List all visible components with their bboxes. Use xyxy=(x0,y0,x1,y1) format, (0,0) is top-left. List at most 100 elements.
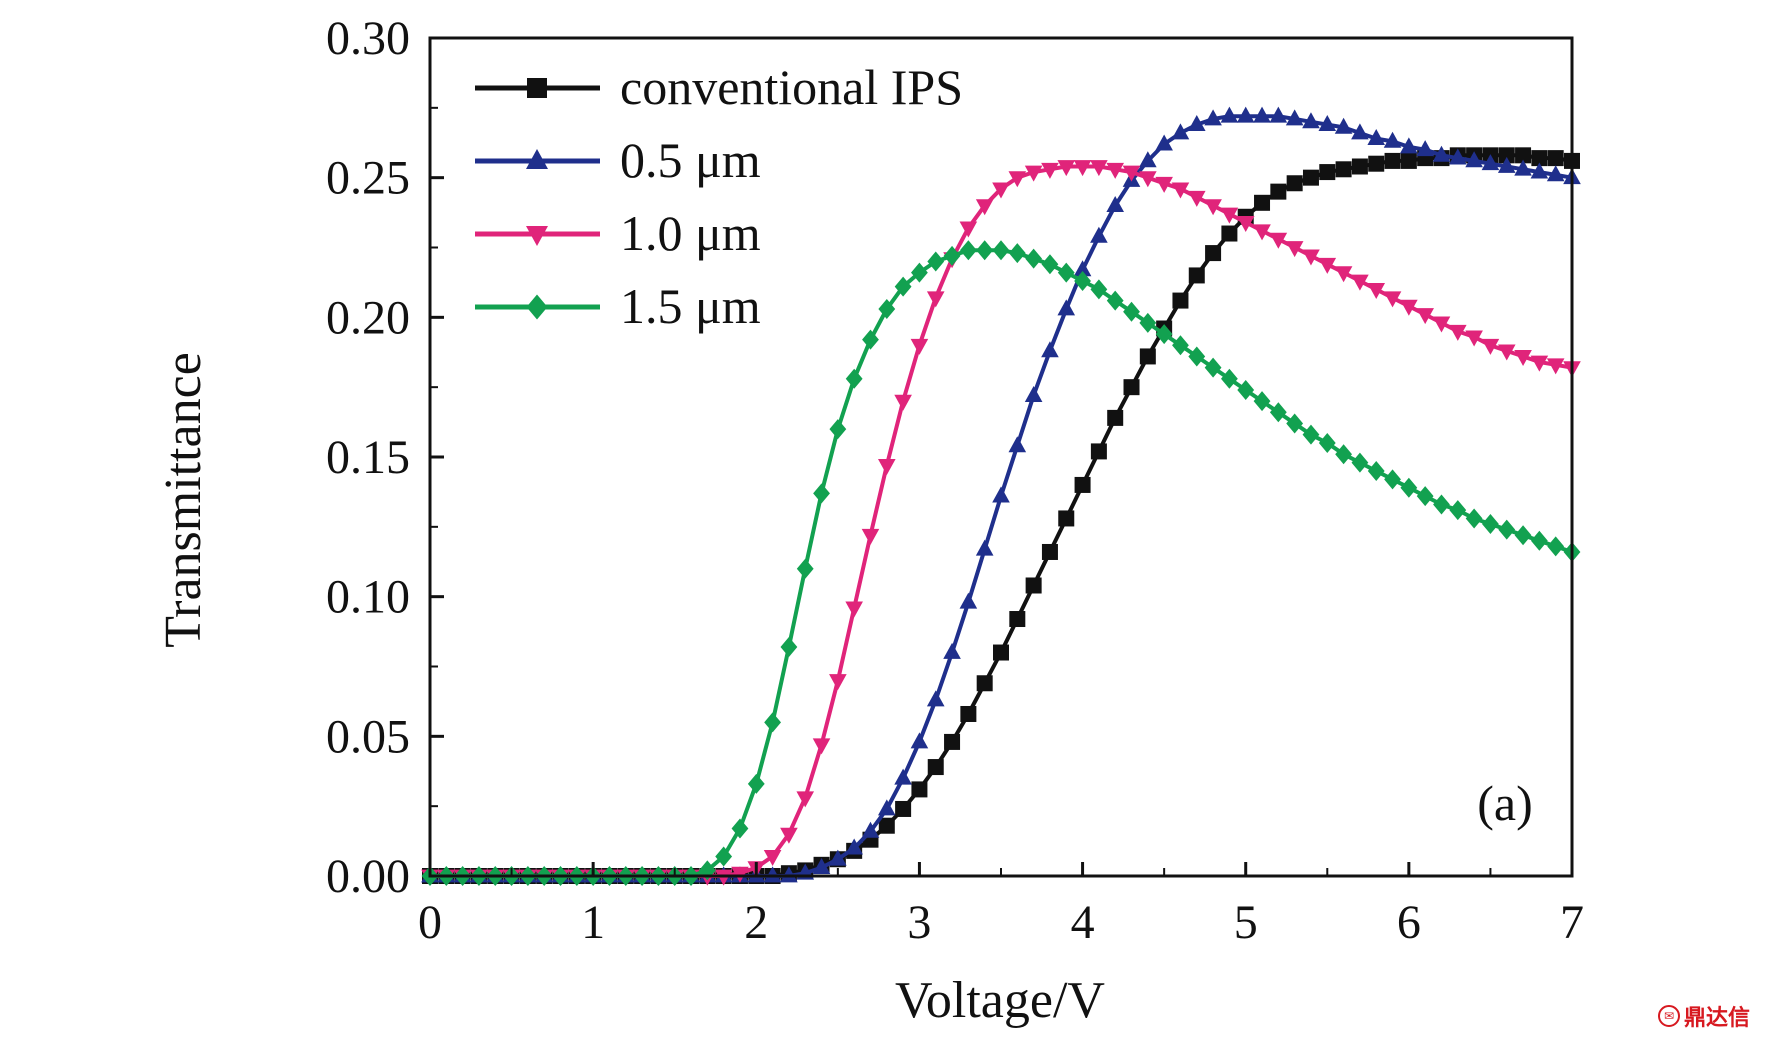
data-point xyxy=(1351,452,1369,473)
x-axis-title: Voltage/V xyxy=(895,972,1105,1029)
data-point xyxy=(1400,477,1418,498)
data-point xyxy=(1139,348,1156,365)
data-point xyxy=(1335,444,1352,465)
x-tick-label: 0 xyxy=(418,896,442,949)
data-point xyxy=(1139,151,1157,168)
data-point xyxy=(1481,338,1500,355)
y-tick-label: 0.25 xyxy=(326,152,410,205)
data-point xyxy=(845,838,863,855)
series-line xyxy=(430,164,1573,878)
data-point xyxy=(927,251,945,272)
data-point xyxy=(1025,577,1042,594)
data-point xyxy=(1253,391,1271,412)
data-point xyxy=(1351,158,1368,175)
data-point xyxy=(1008,436,1027,453)
data-point xyxy=(1319,164,1336,181)
data-point xyxy=(975,199,994,216)
data-point xyxy=(1041,254,1059,275)
data-point xyxy=(1285,241,1304,258)
data-point xyxy=(926,690,945,707)
data-point xyxy=(895,800,912,817)
data-point xyxy=(1498,519,1516,540)
x-tick-label: 3 xyxy=(907,896,931,949)
data-point xyxy=(976,240,994,261)
data-point xyxy=(813,483,830,504)
data-point xyxy=(1221,368,1238,389)
data-point xyxy=(1073,260,1092,277)
data-point xyxy=(1090,279,1108,300)
data-point xyxy=(1008,243,1026,264)
data-point xyxy=(1041,543,1058,560)
data-point xyxy=(780,636,798,657)
data-point xyxy=(1318,433,1336,454)
data-point xyxy=(1530,530,1548,551)
data-point xyxy=(1106,196,1124,212)
legend-marker xyxy=(526,226,548,246)
data-point xyxy=(1073,160,1092,177)
data-point xyxy=(1269,106,1288,123)
data-point xyxy=(1024,385,1043,402)
data-point xyxy=(1547,150,1564,167)
data-point xyxy=(1547,536,1565,557)
data-point xyxy=(878,817,895,834)
data-point xyxy=(1253,224,1271,241)
data-point xyxy=(993,644,1009,661)
data-point xyxy=(1383,131,1402,148)
data-point xyxy=(1433,494,1450,515)
data-point xyxy=(1236,215,1255,232)
data-point xyxy=(1514,525,1532,546)
data-point xyxy=(1172,335,1189,356)
y-axis-title: Transmittance xyxy=(155,352,212,648)
legend-label: 1.5 μm xyxy=(620,278,761,334)
legend-label: conventional IPS xyxy=(620,59,963,115)
x-tick-label: 7 xyxy=(1560,896,1584,949)
data-point xyxy=(1139,312,1157,333)
data-point xyxy=(1090,226,1108,243)
data-point xyxy=(1530,162,1549,179)
data-point xyxy=(1090,160,1108,177)
x-tick-label: 1 xyxy=(581,896,605,949)
data-point xyxy=(1220,106,1239,123)
y-tick-label: 0.20 xyxy=(326,291,410,344)
data-point xyxy=(1171,182,1190,199)
data-point xyxy=(1546,165,1565,182)
y-axis: 0.00 0.05 0.10 0.15 0.20 0.25 0.30 xyxy=(326,12,444,903)
data-point xyxy=(1286,413,1304,434)
data-point xyxy=(1384,469,1401,490)
plot-frame xyxy=(428,36,1574,878)
data-point xyxy=(1270,183,1287,200)
data-point xyxy=(1334,266,1353,283)
legend-marker xyxy=(527,78,547,98)
data-point xyxy=(812,858,831,875)
data-point xyxy=(1367,460,1385,481)
data-point xyxy=(714,869,733,886)
data-point xyxy=(959,592,978,609)
data-point xyxy=(911,781,928,798)
data-point xyxy=(1449,324,1467,341)
data-point xyxy=(1384,152,1401,169)
data-point xyxy=(959,240,977,261)
data-point xyxy=(1351,274,1369,291)
data-point xyxy=(1514,159,1532,176)
data-point xyxy=(1367,128,1386,145)
legend-entry: 1.0 μm xyxy=(475,205,761,261)
data-point xyxy=(1253,106,1271,123)
data-point xyxy=(1416,308,1434,325)
legend: conventional IPS 0.5 μm 1.0 μm 1.5 μm xyxy=(475,59,963,334)
data-point xyxy=(943,245,961,266)
data-point xyxy=(1531,150,1548,167)
data-point xyxy=(926,291,945,308)
data-point xyxy=(1188,346,1206,367)
data-point xyxy=(1465,151,1483,168)
x-tick-label: 2 xyxy=(744,896,768,949)
data-point xyxy=(959,221,978,238)
data-point xyxy=(1302,424,1320,445)
data-point xyxy=(1155,176,1173,193)
data-point xyxy=(796,558,814,579)
data-point xyxy=(1546,358,1565,375)
data-point xyxy=(1286,175,1303,192)
data-point xyxy=(1449,500,1467,521)
data-point xyxy=(1400,299,1418,316)
data-point xyxy=(763,866,782,883)
